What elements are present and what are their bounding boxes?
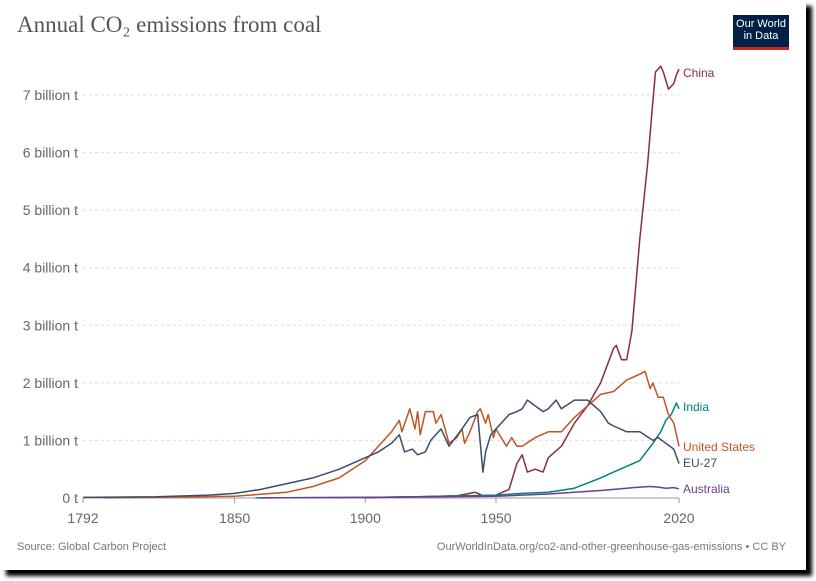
series-label[interactable]: Australia [683, 482, 730, 496]
series-line-united-states[interactable] [103, 370, 680, 499]
source-note: Source: Global Carbon Project [17, 541, 167, 553]
y-tick-label: 2 billion t [23, 375, 78, 391]
source-url[interactable]: OurWorldInData.org/co2-and-other-greenho… [436, 541, 786, 553]
x-tick-label: 1792 [67, 510, 98, 526]
owid-logo[interactable]: Our World in Data [733, 15, 789, 50]
chart-card: Annual CO₂ emissions from coal Our World… [17, 12, 789, 553]
y-tick-label: 7 billion t [23, 87, 78, 103]
y-tick-label: 0 t [62, 490, 78, 506]
logo-line2: in Data [743, 30, 779, 42]
x-tick-label: 1850 [219, 510, 250, 526]
series-label[interactable]: United States [683, 440, 755, 454]
y-tick-label: 1 billion t [23, 432, 78, 448]
x-tick-label: 1950 [480, 510, 511, 526]
chart-title: Annual CO₂ emissions from coal [17, 12, 322, 37]
x-tick-label: 1900 [350, 510, 381, 526]
series-line-china[interactable] [365, 65, 680, 499]
series-label[interactable]: China [683, 66, 715, 80]
y-tick-label: 6 billion t [23, 145, 78, 161]
series-line-eu-27[interactable] [82, 399, 680, 499]
logo-line1: Our World [736, 18, 786, 30]
series-line-australia[interactable] [260, 485, 680, 499]
series-line-india[interactable] [255, 402, 680, 499]
series-label[interactable]: India [683, 400, 709, 414]
y-tick-label: 5 billion t [23, 202, 78, 218]
y-tick-label: 4 billion t [23, 260, 78, 276]
series-label[interactable]: EU-27 [683, 456, 717, 470]
y-tick-label: 3 billion t [23, 317, 78, 333]
x-tick-label: 2020 [663, 510, 694, 526]
